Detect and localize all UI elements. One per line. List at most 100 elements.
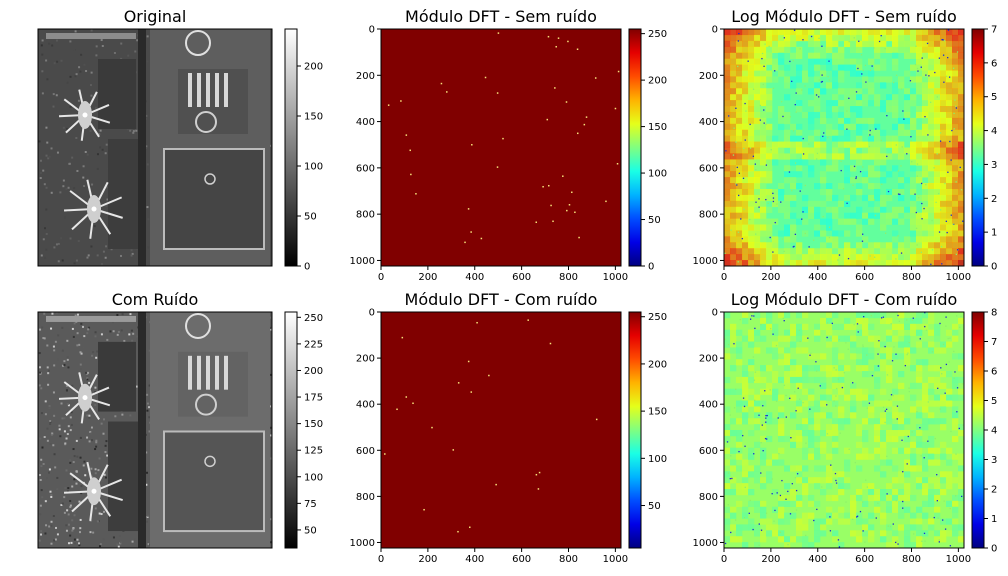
log-cell bbox=[928, 70, 935, 77]
log-cell bbox=[868, 353, 875, 360]
log-cell bbox=[946, 206, 953, 213]
image-texture bbox=[39, 366, 42, 369]
log-cell bbox=[856, 40, 863, 48]
log-speck bbox=[908, 390, 910, 393]
log-cell bbox=[754, 171, 761, 178]
log-speck bbox=[950, 159, 952, 161]
image-texture bbox=[80, 322, 83, 325]
image-texture bbox=[41, 39, 44, 42]
log-cell bbox=[862, 394, 869, 401]
log-cell bbox=[730, 129, 737, 136]
log-cell bbox=[742, 64, 749, 71]
log-cell bbox=[802, 512, 809, 519]
image-texture bbox=[77, 240, 80, 243]
log-speck bbox=[935, 201, 937, 203]
log-cell bbox=[796, 183, 803, 190]
log-cell bbox=[910, 117, 917, 125]
log-cell bbox=[814, 40, 821, 48]
log-cell bbox=[856, 518, 863, 525]
log-cell bbox=[748, 206, 755, 213]
log-cell bbox=[796, 218, 803, 225]
log-speck bbox=[759, 119, 761, 121]
log-cell bbox=[754, 94, 761, 101]
log-cell bbox=[880, 412, 887, 419]
log-cell bbox=[730, 323, 737, 330]
log-cell bbox=[814, 100, 821, 107]
log-speck bbox=[948, 361, 950, 363]
log-cell bbox=[766, 242, 773, 249]
log-cell bbox=[820, 46, 827, 53]
log-speck bbox=[735, 141, 737, 143]
log-cell bbox=[946, 40, 953, 48]
log-cell bbox=[796, 88, 803, 95]
log-cell bbox=[874, 29, 881, 36]
log-cell bbox=[892, 64, 899, 71]
image-texture bbox=[59, 113, 62, 116]
log-speck bbox=[859, 510, 862, 513]
log-cell bbox=[748, 34, 755, 42]
log-speck bbox=[727, 504, 729, 506]
log-cell bbox=[778, 29, 785, 36]
log-cell bbox=[946, 242, 953, 249]
log-cell bbox=[772, 489, 779, 496]
log-cell bbox=[910, 382, 917, 389]
log-cell bbox=[922, 230, 929, 237]
log-cell bbox=[790, 183, 797, 190]
log-cell bbox=[934, 82, 941, 89]
log-cell bbox=[838, 100, 845, 107]
log-cell bbox=[958, 353, 964, 360]
log-speck bbox=[950, 214, 952, 216]
log-speck bbox=[921, 57, 923, 59]
log-cell bbox=[766, 518, 773, 525]
log-speck bbox=[886, 115, 888, 117]
log-cell bbox=[946, 212, 953, 219]
log-cell bbox=[778, 424, 785, 431]
log-cell bbox=[736, 58, 743, 65]
image-texture bbox=[73, 510, 76, 513]
log-cell bbox=[940, 188, 947, 196]
image-texture bbox=[40, 44, 43, 47]
log-cell bbox=[886, 376, 893, 384]
log-cell bbox=[922, 147, 929, 154]
log-cell bbox=[826, 153, 833, 160]
log-cell bbox=[940, 171, 947, 178]
log-cell bbox=[892, 123, 899, 131]
log-cell bbox=[916, 177, 923, 184]
image-texture bbox=[100, 262, 103, 265]
log-cell bbox=[802, 518, 809, 525]
log-cell bbox=[808, 406, 815, 413]
log-cell bbox=[736, 34, 743, 42]
log-cell bbox=[940, 34, 947, 42]
log-cell bbox=[928, 441, 935, 448]
log-speck bbox=[895, 74, 898, 76]
image-texture bbox=[105, 143, 108, 146]
log-speck bbox=[884, 232, 887, 234]
log-cell bbox=[934, 335, 941, 342]
log-cell bbox=[958, 64, 964, 71]
log-speck bbox=[765, 164, 768, 166]
log-cell bbox=[910, 394, 917, 401]
log-cell bbox=[910, 188, 917, 196]
log-cell bbox=[754, 441, 761, 448]
log-cell bbox=[856, 153, 863, 160]
log-cell bbox=[796, 153, 803, 160]
log-speck bbox=[943, 500, 945, 502]
log-speck bbox=[751, 315, 753, 317]
dft-speck bbox=[502, 137, 504, 140]
log-cell bbox=[754, 254, 761, 261]
log-speck bbox=[895, 500, 897, 502]
dft-speck bbox=[574, 211, 576, 214]
colorbar-tick-label: 250 bbox=[304, 313, 323, 324]
log-cell bbox=[850, 147, 857, 154]
log-cell bbox=[820, 323, 827, 330]
log-cell bbox=[730, 194, 737, 202]
log-speck bbox=[942, 39, 944, 41]
log-cell bbox=[874, 141, 881, 148]
log-cell bbox=[832, 58, 839, 65]
subplot-title: Log Módulo DFT - Com ruído bbox=[731, 290, 958, 309]
log-cell bbox=[916, 106, 923, 113]
image-texture bbox=[68, 185, 71, 188]
log-cell bbox=[916, 441, 923, 448]
image-texture bbox=[89, 520, 92, 523]
image-texture bbox=[55, 243, 58, 246]
